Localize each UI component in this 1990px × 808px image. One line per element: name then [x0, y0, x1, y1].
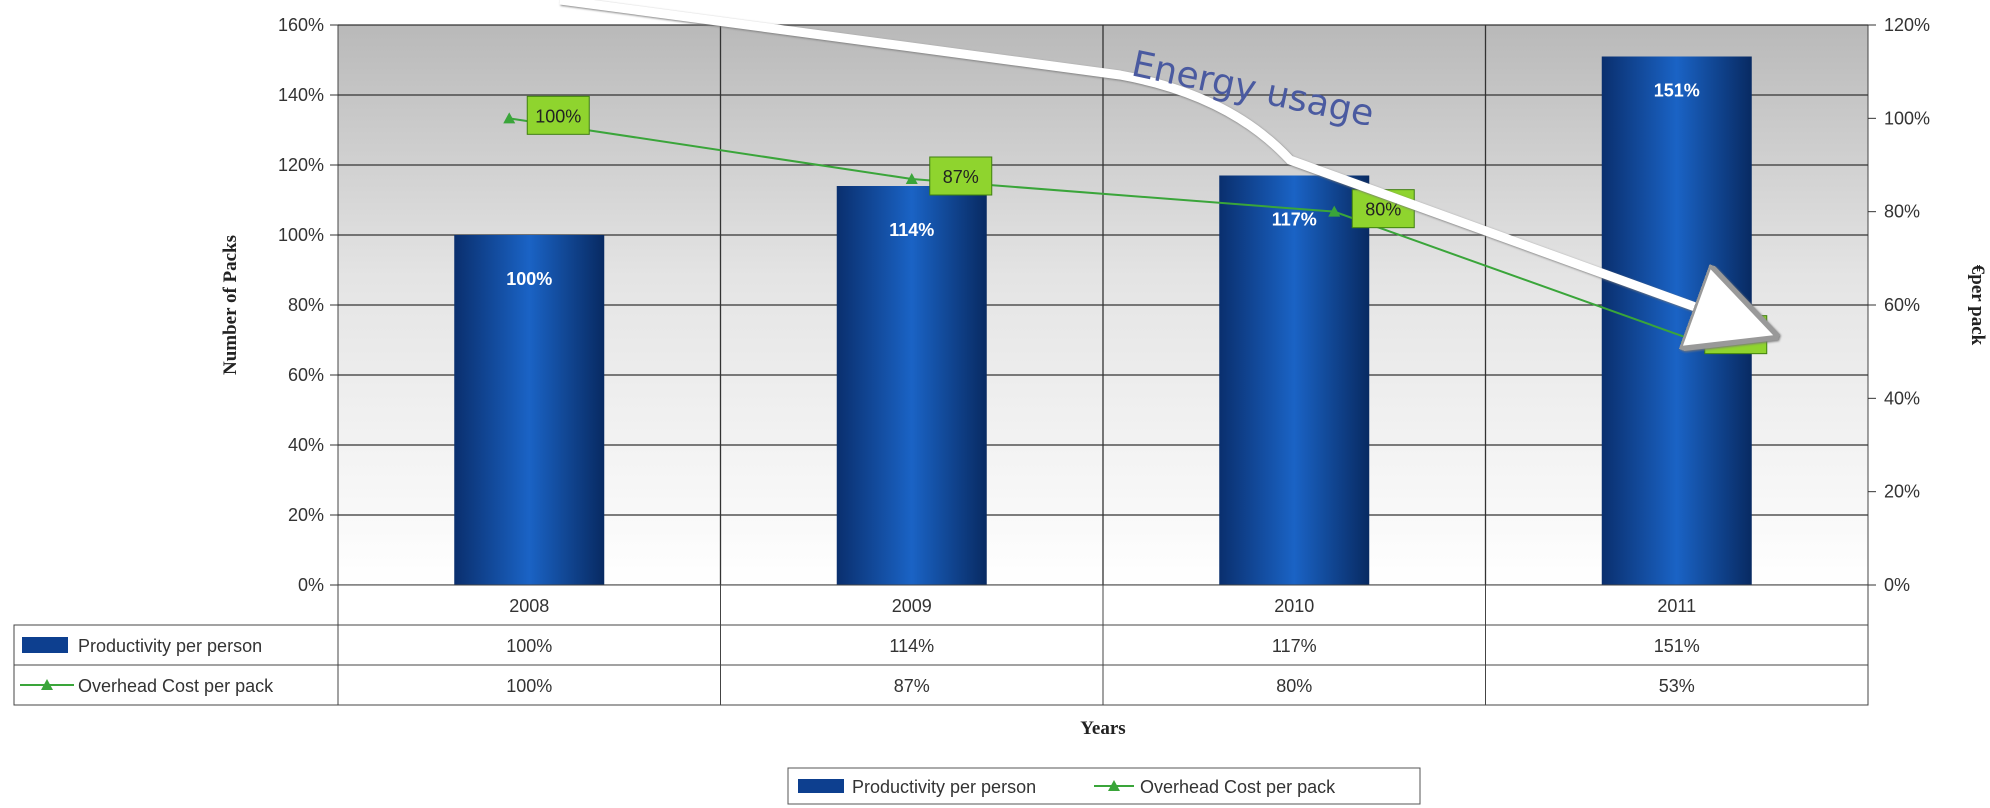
- y-tick-label: 40%: [288, 435, 324, 455]
- y-tick-label: 140%: [278, 85, 324, 105]
- table-cell: 53%: [1659, 676, 1695, 696]
- line-value-label: 53%: [1718, 326, 1754, 346]
- table-row: [13, 624, 1869, 666]
- data-table: 2008 2009 2010 2011 Productivity per person 1…: [13, 584, 1869, 706]
- y2-tick-label: 0%: [1884, 575, 1910, 595]
- y2-tick-label: 120%: [1884, 15, 1930, 35]
- bar-value-label: 100%: [506, 269, 552, 289]
- table-category: 2010: [1274, 596, 1314, 616]
- y-tick-label: 120%: [278, 155, 324, 175]
- line-path: [509, 117, 1688, 339]
- bar: [454, 235, 605, 585]
- table-series-name: Overhead Cost per pack: [78, 676, 274, 696]
- bar-value-label: 117%: [1272, 210, 1317, 230]
- table-series-name: Productivity per person: [78, 636, 262, 656]
- table-category: 2011: [1657, 596, 1696, 616]
- bar-value-label: 151%: [1654, 81, 1700, 101]
- legend-line-marker: [41, 679, 53, 690]
- energy-usage-arrow: [559, 0, 1745, 325]
- table-cell: 151%: [1654, 636, 1700, 656]
- table-cell: 114%: [889, 636, 934, 656]
- bar: [836, 186, 987, 585]
- table-category: 2008: [509, 596, 549, 616]
- legend-item: Productivity per person: [852, 777, 1036, 797]
- line-value-label: 87%: [943, 167, 979, 187]
- bar: [1219, 175, 1370, 585]
- legend-item: Overhead Cost per pack: [1140, 777, 1336, 797]
- y2-tick-label: 60%: [1884, 295, 1920, 315]
- y2-tick-label: 40%: [1884, 388, 1920, 408]
- line-label-box: [526, 95, 590, 135]
- table-cell: 117%: [1272, 636, 1317, 656]
- y-axis-right: 0% 20% 40% 60% 80% 100% 120%: [1868, 15, 1930, 595]
- legend-bar-swatch: [798, 779, 844, 793]
- table-cell: 100%: [506, 636, 552, 656]
- line-value-label: 80%: [1365, 200, 1401, 220]
- y2-axis-title: €per pack: [1967, 265, 1988, 346]
- y-tick-label: 100%: [278, 225, 324, 245]
- table-cell: 100%: [506, 676, 552, 696]
- table-cell: 80%: [1276, 676, 1312, 696]
- y2-tick-label: 100%: [1884, 108, 1930, 128]
- y-tick-label: 60%: [288, 365, 324, 385]
- x-axis-title: Years: [1080, 718, 1125, 739]
- table-cell: 87%: [894, 676, 930, 696]
- line-marker: [503, 112, 516, 124]
- line-value-label: 100%: [535, 106, 581, 126]
- legend-line-marker: [1108, 780, 1120, 791]
- y-axis-title: Number of Packs: [220, 235, 241, 375]
- bar-value-label: 114%: [889, 220, 934, 240]
- line-label-box: [929, 156, 993, 196]
- y2-tick-label: 80%: [1884, 202, 1920, 222]
- bar-series: 100% 114% 117% 151%: [454, 56, 1752, 585]
- line-marker: [905, 173, 918, 184]
- legend-bar-swatch: [22, 637, 68, 653]
- y-tick-label: 20%: [288, 505, 324, 525]
- y-tick-label: 80%: [288, 295, 324, 315]
- y-axis-left: 0% 20% 40% 60% 80% 100% 120% 140% 160%: [278, 15, 338, 595]
- y-tick-label: 160%: [278, 15, 324, 35]
- table-row: [13, 664, 1869, 706]
- y2-tick-label: 20%: [1884, 482, 1920, 502]
- line-marker: [1328, 205, 1341, 217]
- y-tick-label: 0%: [298, 575, 324, 595]
- legend: Productivity per person Overhead Cost per…: [787, 767, 1421, 805]
- table-category: 2009: [892, 596, 932, 616]
